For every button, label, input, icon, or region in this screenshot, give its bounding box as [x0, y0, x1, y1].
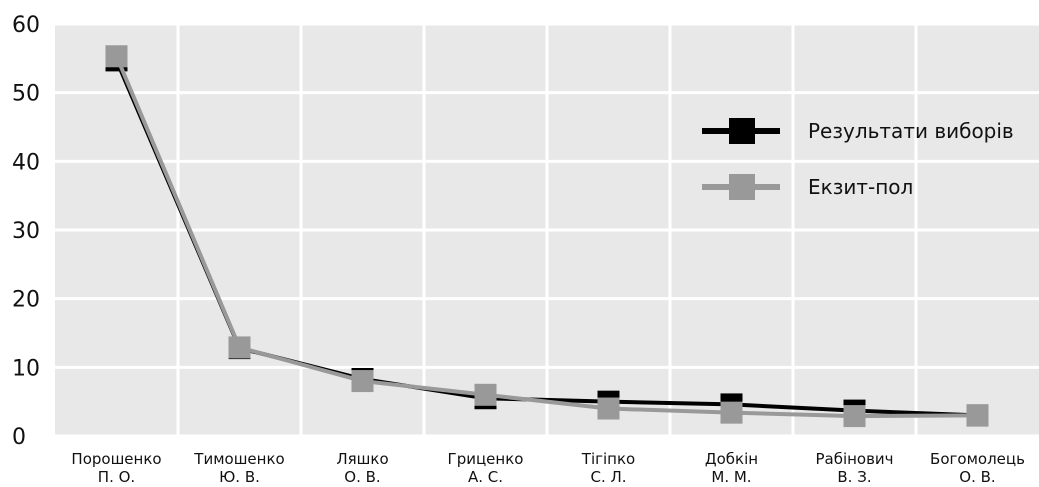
data-point-series-2	[597, 397, 620, 420]
y-tick-label: 0	[12, 425, 26, 450]
x-tick-label: Тігіпко С. Л.	[581, 450, 635, 486]
data-point-series-2	[720, 401, 743, 424]
x-tick-label: Гриценко А. С.	[448, 450, 524, 486]
y-tick-label: 20	[12, 288, 40, 313]
series-group	[105, 45, 989, 428]
data-point-series-2	[843, 405, 866, 428]
x-tick-label: Тимошенко Ю. В.	[193, 450, 284, 486]
data-point-series-2	[474, 383, 497, 406]
x-axis-ticks: Порошенко П. О. Тимошенко Ю. В. Ляшко О. В. Гр…	[71, 450, 1025, 486]
y-tick-label: 10	[12, 356, 40, 381]
y-axis-ticks: 0 10 20 30 40 50 60	[12, 13, 40, 450]
legend: Результати виборів Екзит-пол	[702, 118, 1014, 200]
legend-marker-1	[729, 118, 755, 144]
legend-label-1: Результати виборів	[808, 119, 1014, 143]
series-line-2	[114, 55, 978, 419]
data-point-series-2	[351, 370, 374, 393]
data-point-series-2	[105, 45, 128, 68]
legend-label-2: Екзит-пол	[808, 175, 913, 199]
x-tick-label: Ляшко О. В.	[336, 450, 388, 486]
data-point-series-2	[228, 336, 251, 359]
x-tick-label: Добкін М. М.	[705, 450, 758, 486]
y-tick-label: 30	[12, 219, 40, 244]
x-tick-label: Рабінович В. З.	[815, 450, 893, 486]
y-tick-label: 40	[12, 150, 40, 175]
y-tick-label: 50	[12, 82, 40, 107]
x-tick-label: Порошенко П. О.	[71, 450, 161, 486]
legend-marker-2	[729, 174, 755, 200]
x-tick-label: Богомолець О. В.	[930, 450, 1025, 486]
y-tick-label: 60	[12, 13, 40, 38]
data-point-series-2	[966, 404, 989, 427]
